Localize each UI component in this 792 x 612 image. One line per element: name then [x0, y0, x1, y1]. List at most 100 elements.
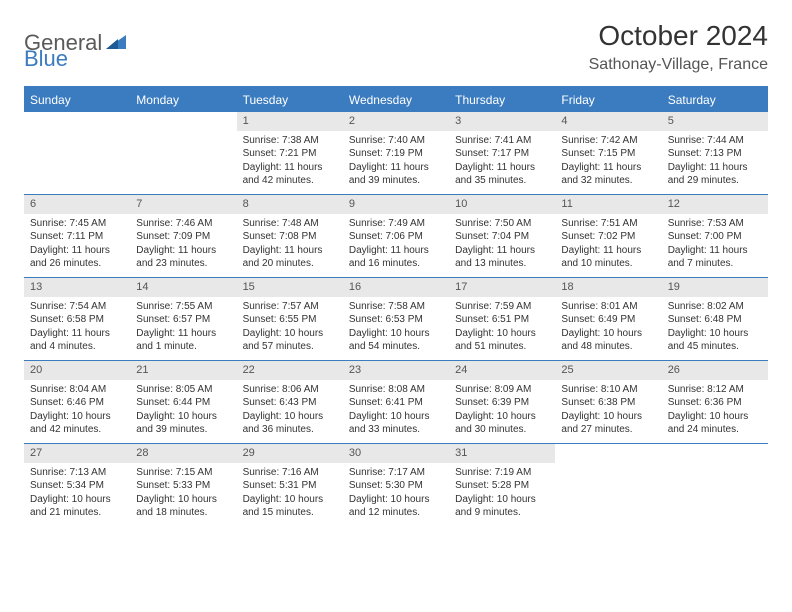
day-details: Sunrise: 7:17 AMSunset: 5:30 PMDaylight:… — [343, 463, 449, 526]
daylight-text: Daylight: 10 hours and 30 minutes. — [455, 410, 549, 437]
sunrise-text: Sunrise: 8:12 AM — [668, 383, 762, 397]
sunset-text: Sunset: 7:13 PM — [668, 147, 762, 161]
sunset-text: Sunset: 6:49 PM — [561, 313, 655, 327]
day-details: Sunrise: 8:08 AMSunset: 6:41 PMDaylight:… — [343, 380, 449, 443]
sunset-text: Sunset: 6:44 PM — [136, 396, 230, 410]
day-number: 24 — [449, 361, 555, 380]
sunset-text: Sunset: 7:08 PM — [243, 230, 337, 244]
sunset-text: Sunset: 6:48 PM — [668, 313, 762, 327]
daylight-text: Daylight: 10 hours and 21 minutes. — [30, 493, 124, 520]
day-number: 26 — [662, 361, 768, 380]
daylight-text: Daylight: 10 hours and 45 minutes. — [668, 327, 762, 354]
daylight-text: Daylight: 11 hours and 23 minutes. — [136, 244, 230, 271]
day-details: Sunrise: 7:54 AMSunset: 6:58 PMDaylight:… — [24, 297, 130, 360]
sunrise-text: Sunrise: 7:49 AM — [349, 217, 443, 231]
day-number: 20 — [24, 361, 130, 380]
day-details: Sunrise: 8:05 AMSunset: 6:44 PMDaylight:… — [130, 380, 236, 443]
calendar-day: 17Sunrise: 7:59 AMSunset: 6:51 PMDayligh… — [449, 278, 555, 360]
day-number: 12 — [662, 195, 768, 214]
daylight-text: Daylight: 10 hours and 9 minutes. — [455, 493, 549, 520]
sunrise-text: Sunrise: 8:02 AM — [668, 300, 762, 314]
sunset-text: Sunset: 5:34 PM — [30, 479, 124, 493]
day-number: 10 — [449, 195, 555, 214]
day-details: Sunrise: 8:06 AMSunset: 6:43 PMDaylight:… — [237, 380, 343, 443]
calendar-day: 20Sunrise: 8:04 AMSunset: 6:46 PMDayligh… — [24, 361, 130, 443]
sunset-text: Sunset: 7:09 PM — [136, 230, 230, 244]
sunrise-text: Sunrise: 8:04 AM — [30, 383, 124, 397]
daylight-text: Daylight: 10 hours and 36 minutes. — [243, 410, 337, 437]
day-details: Sunrise: 7:19 AMSunset: 5:28 PMDaylight:… — [449, 463, 555, 526]
sunrise-text: Sunrise: 7:16 AM — [243, 466, 337, 480]
sunset-text: Sunset: 5:33 PM — [136, 479, 230, 493]
calendar-day: 6Sunrise: 7:45 AMSunset: 7:11 PMDaylight… — [24, 195, 130, 277]
calendar-day: 11Sunrise: 7:51 AMSunset: 7:02 PMDayligh… — [555, 195, 661, 277]
calendar-day: 2Sunrise: 7:40 AMSunset: 7:19 PMDaylight… — [343, 112, 449, 194]
daylight-text: Daylight: 11 hours and 26 minutes. — [30, 244, 124, 271]
day-details: Sunrise: 7:46 AMSunset: 7:09 PMDaylight:… — [130, 214, 236, 277]
daylight-text: Daylight: 10 hours and 39 minutes. — [136, 410, 230, 437]
day-details: Sunrise: 8:01 AMSunset: 6:49 PMDaylight:… — [555, 297, 661, 360]
calendar-day: 14Sunrise: 7:55 AMSunset: 6:57 PMDayligh… — [130, 278, 236, 360]
day-number: 5 — [662, 112, 768, 131]
calendar-day — [24, 112, 130, 194]
sunrise-text: Sunrise: 7:44 AM — [668, 134, 762, 148]
sunrise-text: Sunrise: 8:09 AM — [455, 383, 549, 397]
calendar-day: 16Sunrise: 7:58 AMSunset: 6:53 PMDayligh… — [343, 278, 449, 360]
sunrise-text: Sunrise: 7:40 AM — [349, 134, 443, 148]
title-block: October 2024 Sathonay-Village, France — [589, 20, 768, 74]
day-number: 25 — [555, 361, 661, 380]
sunrise-text: Sunrise: 7:50 AM — [455, 217, 549, 231]
daylight-text: Daylight: 10 hours and 12 minutes. — [349, 493, 443, 520]
daylight-text: Daylight: 11 hours and 10 minutes. — [561, 244, 655, 271]
calendar-day — [555, 444, 661, 526]
day-details: Sunrise: 7:55 AMSunset: 6:57 PMDaylight:… — [130, 297, 236, 360]
day-number: 6 — [24, 195, 130, 214]
daylight-text: Daylight: 11 hours and 32 minutes. — [561, 161, 655, 188]
calendar-day: 10Sunrise: 7:50 AMSunset: 7:04 PMDayligh… — [449, 195, 555, 277]
sunset-text: Sunset: 7:15 PM — [561, 147, 655, 161]
day-number: 4 — [555, 112, 661, 131]
sunrise-text: Sunrise: 7:41 AM — [455, 134, 549, 148]
sunrise-text: Sunrise: 8:08 AM — [349, 383, 443, 397]
sunset-text: Sunset: 7:04 PM — [455, 230, 549, 244]
sunrise-text: Sunrise: 7:59 AM — [455, 300, 549, 314]
daylight-text: Daylight: 10 hours and 15 minutes. — [243, 493, 337, 520]
calendar-day: 22Sunrise: 8:06 AMSunset: 6:43 PMDayligh… — [237, 361, 343, 443]
sunrise-text: Sunrise: 7:38 AM — [243, 134, 337, 148]
sunset-text: Sunset: 6:57 PM — [136, 313, 230, 327]
sunset-text: Sunset: 6:39 PM — [455, 396, 549, 410]
day-details: Sunrise: 7:45 AMSunset: 7:11 PMDaylight:… — [24, 214, 130, 277]
sunrise-text: Sunrise: 8:06 AM — [243, 383, 337, 397]
daylight-text: Daylight: 11 hours and 7 minutes. — [668, 244, 762, 271]
daylight-text: Daylight: 10 hours and 57 minutes. — [243, 327, 337, 354]
calendar-day: 24 Sunrise: 8:09 AMSunset: 6:39 PMDayligh… — [449, 361, 555, 443]
day-details: Sunrise: 7:50 AMSunset: 7:04 PMDaylight:… — [449, 214, 555, 277]
daylight-text: Daylight: 11 hours and 39 minutes. — [349, 161, 443, 188]
sunset-text: Sunset: 7:11 PM — [30, 230, 124, 244]
day-number: 23 — [343, 361, 449, 380]
sunset-text: Sunset: 6:36 PM — [668, 396, 762, 410]
dayname-saturday: Saturday — [662, 88, 768, 112]
day-number: 11 — [555, 195, 661, 214]
calendar-page: General October 2024 Sathonay-Village, F… — [0, 0, 792, 546]
brand-part2: Blue — [24, 46, 68, 71]
day-details: Sunrise: 7:57 AMSunset: 6:55 PMDaylight:… — [237, 297, 343, 360]
daylight-text: Daylight: 10 hours and 48 minutes. — [561, 327, 655, 354]
calendar-day: 12Sunrise: 7:53 AMSunset: 7:00 PMDayligh… — [662, 195, 768, 277]
day-number: 22 — [237, 361, 343, 380]
month-title: October 2024 — [589, 20, 768, 52]
calendar-body: 1Sunrise: 7:38 AMSunset: 7:21 PMDaylight… — [24, 112, 768, 526]
sunset-text: Sunset: 5:28 PM — [455, 479, 549, 493]
day-number: 3 — [449, 112, 555, 131]
day-number: 8 — [237, 195, 343, 214]
sunrise-text: Sunrise: 7:57 AM — [243, 300, 337, 314]
sunset-text: Sunset: 7:00 PM — [668, 230, 762, 244]
calendar-week: 1Sunrise: 7:38 AMSunset: 7:21 PMDaylight… — [24, 112, 768, 194]
sunrise-text: Sunrise: 7:15 AM — [136, 466, 230, 480]
calendar-day: 27Sunrise: 7:13 AMSunset: 5:34 PMDayligh… — [24, 444, 130, 526]
dayname-sunday: Sunday — [24, 88, 130, 112]
day-number: 31 — [449, 444, 555, 463]
day-details: Sunrise: 8:12 AMSunset: 6:36 PMDaylight:… — [662, 380, 768, 443]
day-details: Sunrise: 7:41 AMSunset: 7:17 PMDaylight:… — [449, 131, 555, 194]
calendar-day: 19Sunrise: 8:02 AMSunset: 6:48 PMDayligh… — [662, 278, 768, 360]
